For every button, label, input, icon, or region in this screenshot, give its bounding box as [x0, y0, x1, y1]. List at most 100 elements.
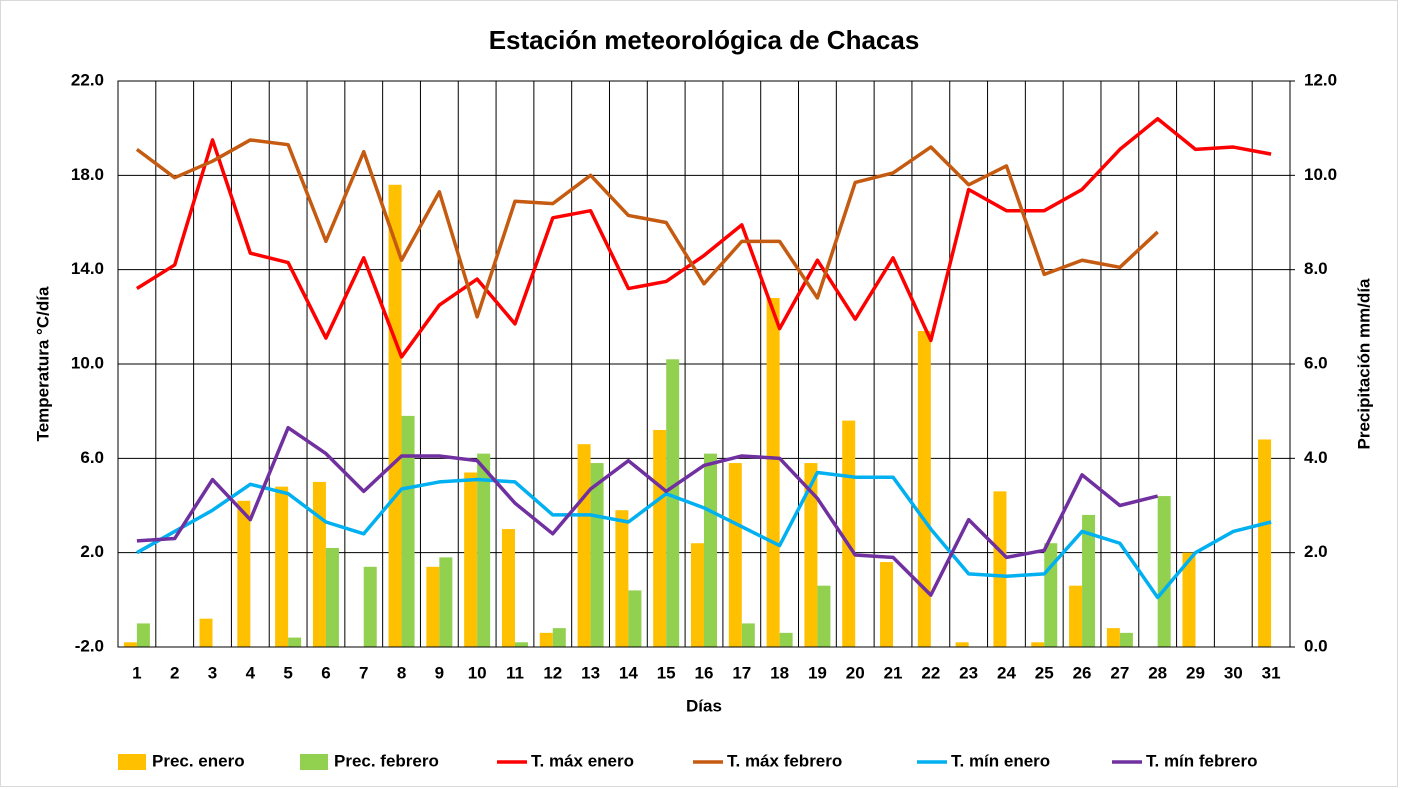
x-tick-label: 6 [321, 663, 330, 682]
bar [728, 463, 742, 647]
x-tick-label: 31 [1262, 663, 1281, 682]
y2-tick-label: 0.0 [1304, 636, 1328, 655]
bar [312, 481, 326, 647]
bar [628, 590, 642, 647]
legend-label: T. mín enero [951, 751, 1050, 770]
plot-border [117, 80, 1291, 648]
bar [464, 472, 478, 647]
bar [1106, 628, 1120, 647]
line [135, 138, 1159, 319]
x-tick-label: 26 [1073, 663, 1092, 682]
x-tick-label: 11 [506, 663, 524, 682]
bar [817, 585, 831, 647]
bar [804, 463, 818, 647]
bar [1119, 632, 1133, 647]
y-tick-label: 6.0 [80, 448, 104, 467]
y-tick-label: 18.0 [71, 165, 104, 184]
bar [439, 557, 453, 647]
x-tick-label: 19 [808, 663, 827, 682]
x-tick-label: 29 [1186, 663, 1205, 682]
bar [993, 491, 1007, 647]
bar [1157, 496, 1171, 647]
y2-tick-label: 10.0 [1304, 165, 1337, 184]
x-tick-label: 8 [397, 663, 406, 682]
bar [401, 415, 415, 647]
x-tick-label: 24 [997, 663, 1016, 682]
x-tick-label: 25 [1035, 663, 1054, 682]
bar [237, 500, 251, 647]
bar [1044, 543, 1058, 647]
x-tick-label: 27 [1110, 663, 1129, 682]
bar [325, 547, 339, 647]
bar [1182, 552, 1196, 647]
chart-title: Estación meteorológica de Chacas [489, 25, 920, 55]
x-tick-label: 4 [246, 663, 256, 682]
x-tick-label: 18 [770, 663, 789, 682]
x-tick-label: 16 [695, 663, 714, 682]
y2-tick-label: 12.0 [1304, 70, 1337, 89]
bar [766, 297, 780, 647]
legend-swatch [118, 754, 146, 770]
bar [691, 543, 704, 647]
x-tick-label: 12 [543, 663, 562, 682]
x-tick-label: 23 [959, 663, 978, 682]
x-tick-label: 21 [884, 663, 903, 682]
x-tick-label: 1 [132, 663, 141, 682]
y-tick-label: 2.0 [80, 542, 104, 561]
y-tick-label: -2.0 [75, 636, 104, 655]
bar [615, 510, 629, 647]
bar [275, 486, 289, 647]
x-tick-label: 2 [170, 663, 179, 682]
bar [1258, 439, 1272, 647]
x-tick-label: 10 [468, 663, 487, 682]
bar [1031, 642, 1045, 647]
bar [363, 566, 377, 647]
legend-label: T. mín febrero [1146, 751, 1257, 770]
bar [590, 463, 604, 647]
y2-tick-label: 6.0 [1304, 353, 1328, 372]
y-axis-title: Temperatura °C/día [33, 286, 52, 441]
bar [477, 453, 491, 647]
bar [288, 637, 302, 647]
bar [955, 642, 969, 647]
bar [426, 566, 440, 647]
bar [666, 359, 680, 647]
bar [779, 632, 793, 647]
x-tick-label: 20 [846, 663, 865, 682]
bar [880, 562, 894, 647]
bar [123, 642, 137, 647]
x-tick-label: 17 [732, 663, 751, 682]
bar [388, 184, 402, 647]
bar [552, 628, 566, 647]
bar [653, 430, 667, 647]
x-tick-label: 5 [283, 663, 292, 682]
x-tick-label: 22 [921, 663, 940, 682]
x-tick-label: 9 [435, 663, 444, 682]
y-tick-label: 14.0 [71, 259, 104, 278]
x-axis-title: Días [686, 696, 722, 715]
bar [501, 529, 515, 647]
bar [741, 623, 755, 647]
x-tick-label: 7 [359, 663, 368, 682]
line [136, 470, 1272, 600]
legend-label: Prec. febrero [334, 751, 439, 770]
y2-tick-label: 4.0 [1304, 448, 1328, 467]
y-tick-label: 22.0 [71, 70, 104, 89]
bar [1082, 514, 1096, 647]
bar [539, 632, 553, 647]
x-tick-label: 15 [657, 663, 676, 682]
x-tick-label: 30 [1224, 663, 1243, 682]
line [136, 425, 1159, 597]
legend-label: T. máx enero [531, 751, 634, 770]
bar [1069, 585, 1083, 647]
x-tick-label: 14 [619, 663, 638, 682]
bar [842, 420, 856, 647]
y2-tick-label: 8.0 [1304, 259, 1328, 278]
bar [704, 453, 717, 647]
y2-tick-label: 2.0 [1304, 542, 1328, 561]
y2-axis-title: Precipitación mm/día [1354, 278, 1373, 450]
bar [136, 623, 150, 647]
legend-label: T. máx febrero [727, 751, 842, 770]
